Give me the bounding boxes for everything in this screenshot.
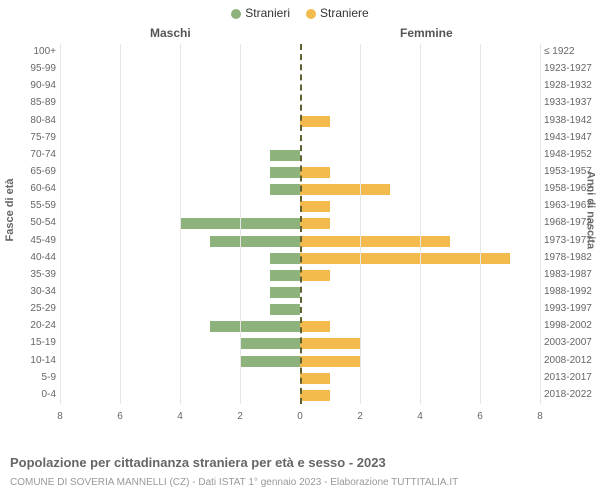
x-tick-label: 4 bbox=[177, 411, 183, 422]
birth-year-label: 1923-1927 bbox=[544, 63, 600, 74]
birth-year-label: 1938-1942 bbox=[544, 115, 600, 126]
birth-year-label: 2003-2007 bbox=[544, 337, 600, 348]
birth-year-label: 2008-2012 bbox=[544, 355, 600, 366]
bar-male bbox=[270, 167, 300, 178]
age-label: 10-14 bbox=[8, 355, 56, 366]
birth-year-label: ≤ 1922 bbox=[544, 46, 600, 57]
bar-female bbox=[300, 167, 330, 178]
age-label: 20-24 bbox=[8, 320, 56, 331]
age-label: 80-84 bbox=[8, 115, 56, 126]
bar-female bbox=[300, 321, 330, 332]
legend-item: Stranieri bbox=[231, 6, 290, 20]
grid-line bbox=[480, 44, 481, 404]
birth-year-label: 1993-1997 bbox=[544, 303, 600, 314]
age-label: 25-29 bbox=[8, 303, 56, 314]
birth-year-label: 1953-1957 bbox=[544, 166, 600, 177]
birth-year-label: 1978-1982 bbox=[544, 252, 600, 263]
birth-year-label: 1998-2002 bbox=[544, 320, 600, 331]
age-label: 0-4 bbox=[8, 389, 56, 400]
bar-female bbox=[300, 356, 360, 367]
age-label: 90-94 bbox=[8, 80, 56, 91]
legend-label: Stranieri bbox=[245, 6, 290, 20]
birth-year-label: 1943-1947 bbox=[544, 132, 600, 143]
bar-female bbox=[300, 390, 330, 401]
age-label: 50-54 bbox=[8, 217, 56, 228]
header-female: Femmine bbox=[400, 26, 453, 40]
age-label: 35-39 bbox=[8, 269, 56, 280]
bar-female bbox=[300, 116, 330, 127]
legend-swatch bbox=[306, 9, 316, 19]
birth-year-label: 2013-2017 bbox=[544, 372, 600, 383]
header-male: Maschi bbox=[150, 26, 191, 40]
bar-male bbox=[210, 236, 300, 247]
legend-label: Straniere bbox=[320, 6, 369, 20]
grid-line bbox=[540, 44, 541, 404]
birth-year-label: 1968-1972 bbox=[544, 217, 600, 228]
grid-line bbox=[180, 44, 181, 404]
bar-male bbox=[270, 287, 300, 298]
birth-year-label: 1948-1952 bbox=[544, 149, 600, 160]
bar-male bbox=[270, 184, 300, 195]
bar-male bbox=[270, 253, 300, 264]
grid-line bbox=[120, 44, 121, 404]
x-tick-label: 0 bbox=[297, 411, 303, 422]
birth-year-label: 2018-2022 bbox=[544, 389, 600, 400]
age-label: 95-99 bbox=[8, 63, 56, 74]
bar-male bbox=[270, 270, 300, 281]
age-label: 45-49 bbox=[8, 235, 56, 246]
bar-female bbox=[300, 218, 330, 229]
bar-female bbox=[300, 253, 510, 264]
age-label: 40-44 bbox=[8, 252, 56, 263]
age-label: 5-9 bbox=[8, 372, 56, 383]
chart-subtitle: COMUNE DI SOVERIA MANNELLI (CZ) - Dati I… bbox=[10, 477, 458, 488]
birth-year-label: 1963-1967 bbox=[544, 200, 600, 211]
age-label: 85-89 bbox=[8, 97, 56, 108]
birth-year-label: 1958-1962 bbox=[544, 183, 600, 194]
birth-year-label: 1988-1992 bbox=[544, 286, 600, 297]
bar-male bbox=[270, 304, 300, 315]
bar-male bbox=[270, 150, 300, 161]
x-tick-label: 2 bbox=[237, 411, 243, 422]
age-label: 75-79 bbox=[8, 132, 56, 143]
x-tick-label: 6 bbox=[117, 411, 123, 422]
x-tick-label: 4 bbox=[417, 411, 423, 422]
age-label: 15-19 bbox=[8, 337, 56, 348]
x-tick-label: 8 bbox=[537, 411, 543, 422]
age-label: 100+ bbox=[8, 46, 56, 57]
x-tick-label: 2 bbox=[357, 411, 363, 422]
birth-year-label: 1973-1977 bbox=[544, 235, 600, 246]
bar-female bbox=[300, 201, 330, 212]
x-tick-label: 6 bbox=[477, 411, 483, 422]
age-label: 55-59 bbox=[8, 200, 56, 211]
bar-female bbox=[300, 373, 330, 384]
age-label: 30-34 bbox=[8, 286, 56, 297]
bar-female bbox=[300, 270, 330, 281]
birth-year-label: 1933-1937 bbox=[544, 97, 600, 108]
grid-line bbox=[240, 44, 241, 404]
bar-female bbox=[300, 338, 360, 349]
legend-item: Straniere bbox=[306, 6, 369, 20]
chart-container: StranieriStraniere Maschi Femmine Fasce … bbox=[0, 0, 600, 500]
age-label: 60-64 bbox=[8, 183, 56, 194]
x-tick-label: 8 bbox=[57, 411, 63, 422]
grid-line bbox=[60, 44, 61, 404]
birth-year-label: 1983-1987 bbox=[544, 269, 600, 280]
bar-male bbox=[240, 338, 300, 349]
age-label: 65-69 bbox=[8, 166, 56, 177]
plot-area: 8 6 4 2 0 2 4 6 8 bbox=[60, 44, 540, 424]
bar-male bbox=[240, 356, 300, 367]
bar-female bbox=[300, 236, 450, 247]
grid-line bbox=[360, 44, 361, 404]
legend-swatch bbox=[231, 9, 241, 19]
grid-line bbox=[420, 44, 421, 404]
birth-year-label: 1928-1932 bbox=[544, 80, 600, 91]
age-label: 70-74 bbox=[8, 149, 56, 160]
legend: Stranieri Straniere bbox=[0, 6, 600, 20]
chart-title: Popolazione per cittadinanza straniera p… bbox=[10, 455, 386, 470]
center-axis bbox=[300, 44, 302, 404]
bar-male bbox=[210, 321, 300, 332]
bar-female bbox=[300, 184, 390, 195]
